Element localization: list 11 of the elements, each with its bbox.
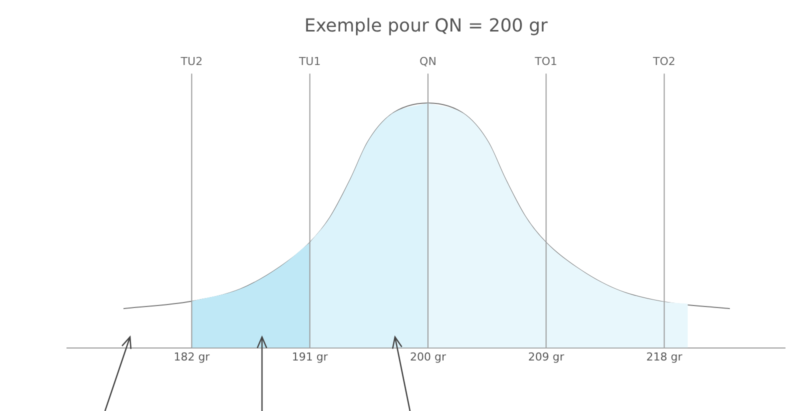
chart-title: Exemple pour QN = 200 gr (304, 15, 548, 36)
ref-line-label: TO1 (534, 54, 558, 68)
ref-line-label: TU1 (298, 54, 321, 68)
x-tick-label: 209 gr (528, 350, 565, 364)
x-tick-label: 218 gr (646, 350, 683, 364)
ref-line-label: TO2 (652, 54, 676, 68)
x-tick-label: 191 gr (292, 350, 328, 364)
ref-line-label: TU2 (180, 54, 203, 68)
ref-line-label: QN (420, 54, 436, 68)
x-tick-label: 200 gr (410, 350, 446, 364)
x-tick-label: 182 gr (174, 350, 210, 364)
